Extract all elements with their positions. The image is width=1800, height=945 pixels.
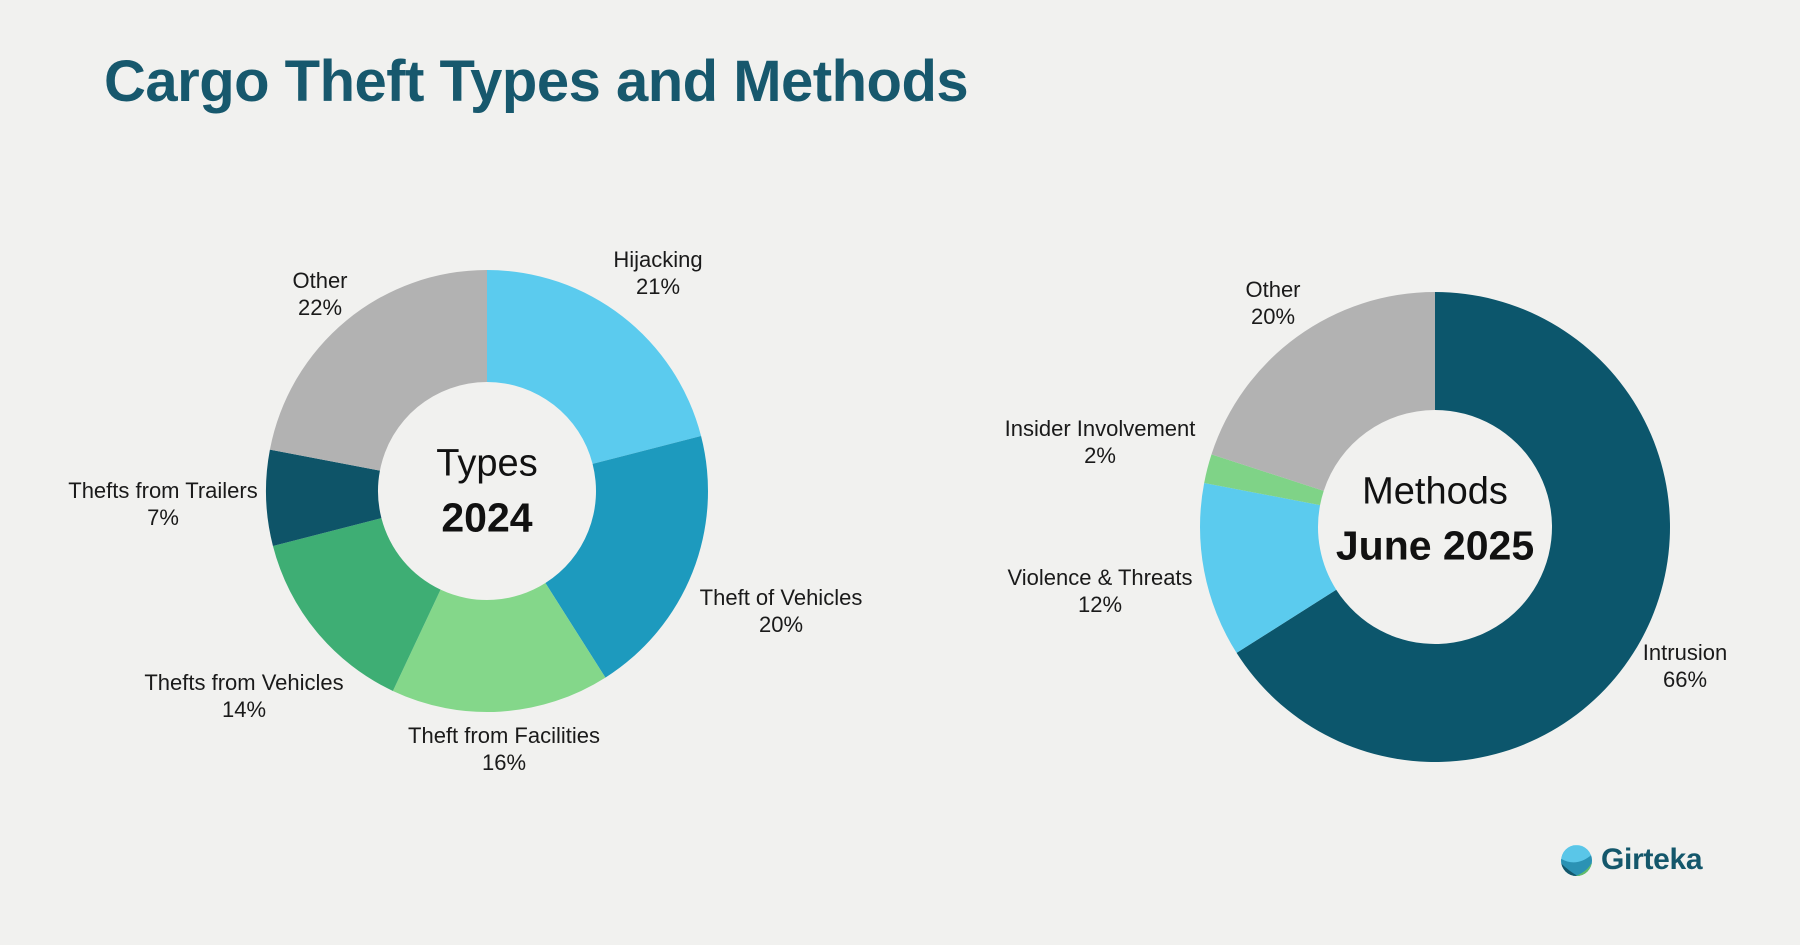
donut-types-slice-theft-of-vehicles bbox=[545, 436, 708, 678]
donut-types-slice-thefts-from-trailers bbox=[266, 449, 382, 546]
label-theft-of-vehicles-pct: 20% bbox=[758, 612, 804, 637]
donut-types-slice-hijacking bbox=[487, 270, 702, 464]
donut-types-slice-other bbox=[269, 270, 487, 471]
methods-chart-center-label: Methods June 2025 bbox=[1336, 471, 1534, 570]
label-insider-involvement-name: Insider Involvement bbox=[1004, 416, 1196, 441]
label-intrusion-name: Intrusion bbox=[1642, 640, 1728, 665]
types-chart-subtitle: 2024 bbox=[441, 494, 533, 541]
label-hijacking: Hijacking 21% bbox=[613, 246, 702, 300]
label-thefts-from-trailers: Thefts from Trailers 7% bbox=[68, 477, 257, 531]
donut-types-slice-thefts-from-vehicles bbox=[272, 518, 441, 691]
donut-methods-slice-insider-involvement bbox=[1204, 454, 1324, 506]
label-thefts-from-vehicles: Thefts from Vehicles 14% bbox=[144, 669, 343, 723]
label-theft-of-vehicles: Theft of Vehicles 20% bbox=[700, 584, 863, 638]
page-title: Cargo Theft Types and Methods bbox=[104, 49, 969, 114]
label-theft-from-facilities-name: Theft from Facilities bbox=[408, 723, 600, 748]
label-thefts-from-trailers-pct: 7% bbox=[147, 505, 179, 530]
label-other-methods: Other 20% bbox=[1245, 276, 1300, 330]
label-other-types-pct: 22% bbox=[297, 295, 343, 320]
girteka-logo-icon bbox=[1561, 844, 1592, 876]
label-violence-threats-name: Violence & Threats bbox=[1007, 565, 1193, 590]
label-intrusion-pct: 66% bbox=[1662, 667, 1708, 692]
label-other-methods-pct: 20% bbox=[1250, 304, 1296, 329]
types-chart-center-label: Types 2024 bbox=[436, 443, 537, 542]
donut-methods-slice-violence-threats bbox=[1200, 482, 1337, 653]
label-other-types: Other 22% bbox=[292, 267, 347, 321]
donut-methods-slice-intrusion bbox=[1236, 292, 1670, 762]
label-other-methods-name: Other bbox=[1245, 277, 1301, 302]
methods-chart-title: Methods bbox=[1362, 470, 1508, 513]
label-insider-involvement: Insider Involvement 2% bbox=[1005, 415, 1196, 469]
donut-types-slice-theft-from-facilities bbox=[392, 583, 606, 713]
label-violence-threats: Violence & Threats 12% bbox=[1007, 564, 1192, 618]
label-theft-from-facilities: Theft from Facilities 16% bbox=[408, 722, 600, 776]
girteka-logo: Girteka bbox=[1561, 843, 1703, 877]
girteka-logo-text: Girteka bbox=[1601, 843, 1703, 876]
label-hijacking-name: Hijacking bbox=[613, 247, 703, 272]
types-chart-title: Types bbox=[436, 442, 538, 485]
label-thefts-from-vehicles-name: Thefts from Vehicles bbox=[144, 670, 344, 695]
label-theft-from-facilities-pct: 16% bbox=[481, 750, 527, 775]
label-thefts-from-trailers-name: Thefts from Trailers bbox=[68, 478, 258, 503]
donut-methods-slice-other bbox=[1211, 292, 1435, 491]
label-other-types-name: Other bbox=[292, 268, 348, 293]
label-theft-of-vehicles-name: Theft of Vehicles bbox=[699, 585, 863, 610]
label-violence-threats-pct: 12% bbox=[1077, 592, 1123, 617]
label-intrusion: Intrusion 66% bbox=[1643, 639, 1727, 693]
label-hijacking-pct: 21% bbox=[635, 274, 681, 299]
label-thefts-from-vehicles-pct: 14% bbox=[221, 697, 267, 722]
methods-chart-subtitle: June 2025 bbox=[1335, 522, 1535, 569]
label-insider-involvement-pct: 2% bbox=[1084, 443, 1116, 468]
